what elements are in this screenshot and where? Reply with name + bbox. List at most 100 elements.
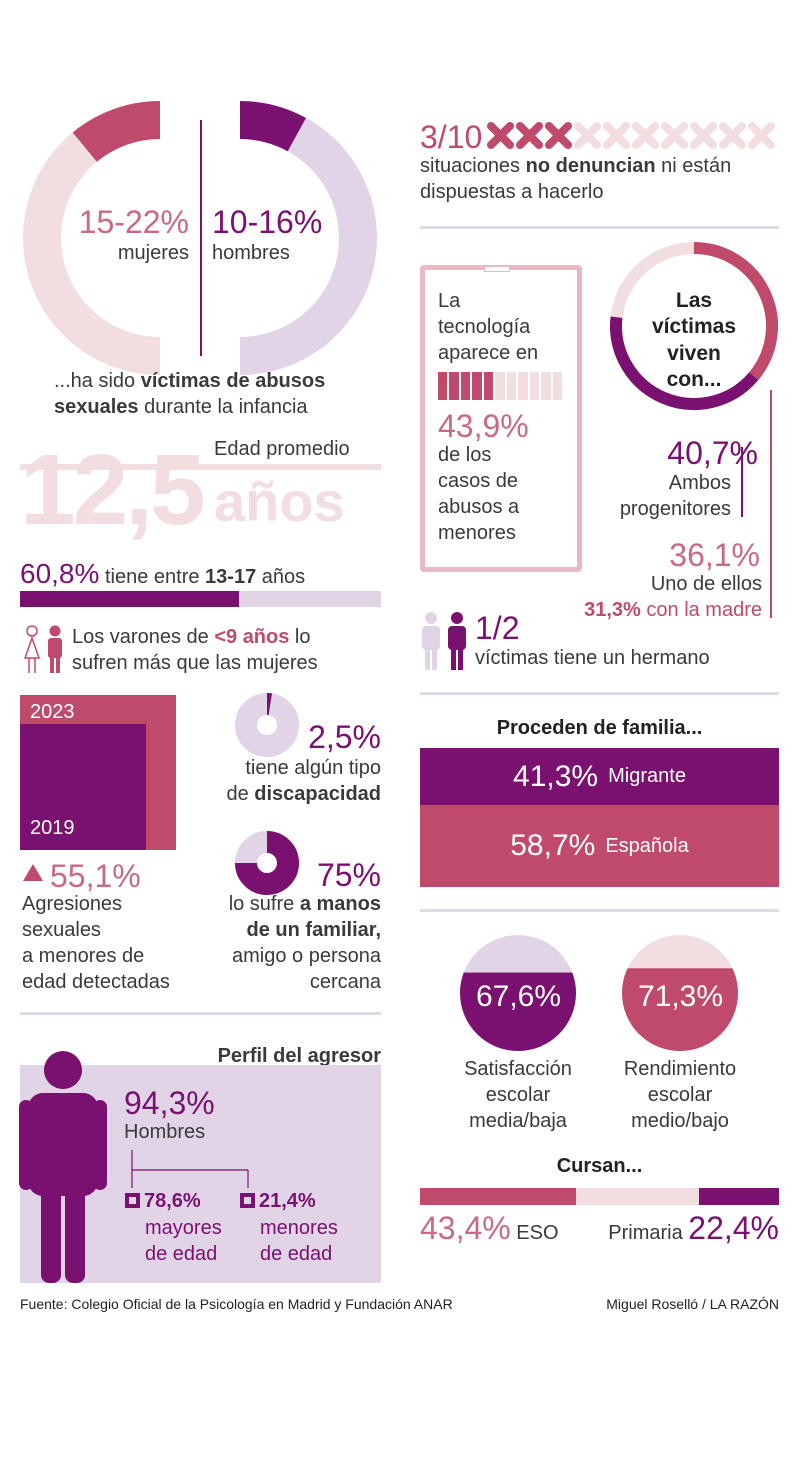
divider-right-3 [420,909,779,912]
years-pct: 55,1% [50,858,141,894]
sibling-icon-light [422,612,440,670]
abuse-caption: ...ha sido víctimas de abusos sexuales d… [54,370,326,418]
cursan-primaria: Primaria 22,4% [608,1210,779,1246]
satisfaction-pct: 67,6% [475,980,562,1013]
family-row-migrante: 41,3% Migrante [420,748,779,805]
tech-text2: de los casos de abusos a menores [438,444,520,544]
divider-right-2 [420,692,779,695]
women-pct: 15-22% [78,204,189,240]
year-bottom: 2019 [30,817,75,839]
satisfaction-label: Satisfacción escolar media/baja [464,1058,572,1132]
familiar-text: lo sufre a manos de un familiar, amigo o… [228,893,381,993]
sibling-icon-dark [448,612,466,670]
cursan-primaria-fill [698,1188,779,1205]
report-fraction: 3/10 [420,119,483,155]
adults-label: mayores de edad [145,1217,222,1265]
cursan-eso: 43,4% ESO [420,1210,559,1246]
x-mark-icon [603,122,630,149]
report-marks [487,122,777,154]
x-mark-icon [516,122,543,149]
family-title: Proceden de familia... [496,717,703,739]
tech-bar-segment [552,372,562,400]
men-label: hombres [212,242,290,264]
x-mark-icon [748,122,775,149]
footer-source: Fuente: Colegio Oficial de la Psicología… [20,1296,453,1312]
x-mark-icon [632,122,659,149]
age-underline [20,464,381,470]
phone-notch [484,266,510,272]
tech-bar-segment [518,372,528,400]
age-range-bar-fill [20,591,240,607]
men-arc [239,101,306,152]
aggressor-pct: 94,3% [124,1085,215,1121]
minors-label: menores de edad [260,1217,338,1265]
boy-icon [48,625,62,673]
age-unit: años [214,470,345,533]
tech-bar-segment [472,372,482,400]
familiar-donut [235,831,299,895]
divider-right-1 [420,226,779,229]
boys-text: Los varones de <9 años lo sufren más que… [72,626,318,674]
x-mark-icon [487,122,514,149]
tech-bar-segment [438,372,448,400]
tech-bar-segment [541,372,551,400]
one-line [770,390,772,618]
tech-bar [438,372,562,400]
sibling-label: víctimas tiene un hermano [475,647,710,669]
girl-icon [23,625,41,673]
report-text: situaciones no denuncian ni están dispue… [420,155,732,203]
footer-credit: Miguel Roselló / LA RAZÓN [606,1296,779,1312]
aggressor-connector [131,1150,249,1188]
age-label: Edad promedio [214,438,350,460]
tech-pct: 43,9% [438,408,529,444]
sibling-pct: 1/2 [475,610,520,646]
tech-bar-segment [460,372,471,400]
cursan-title: Cursan... [556,1155,643,1177]
x-mark-icon [690,122,717,149]
tech-bar-segment [483,372,494,400]
adults-pct: 78,6% [144,1190,201,1212]
minors-pct: 21,4% [259,1190,316,1212]
minors-marker-icon [240,1193,255,1208]
x-mark-icon [574,122,601,149]
disability-pct: 2,5% [308,719,381,755]
age-value: 12,5 [20,434,206,546]
live-title: Las víctimas viven con... [651,289,737,391]
divider-left [20,1012,381,1015]
age-range-text: 60,8% tiene entre 13-17 años [20,558,306,589]
women-arc [72,101,161,163]
school-circles [460,935,738,1051]
mother-text: 31,3% con la madre [584,599,762,621]
men-pct: 10-16% [212,204,323,240]
cursan-eso-fill [420,1188,576,1205]
disability-text: tiene algún tipo de discapacidad [226,757,381,805]
aggressor-label: Hombres [124,1121,206,1143]
tech-bar-segment [529,372,540,400]
tech-bar-segment [506,372,517,400]
adults-marker-icon [125,1193,140,1208]
disability-donut [235,693,299,757]
x-mark-icon [719,122,746,149]
x-mark-icon [545,122,572,149]
year-2019-square [20,724,146,850]
performance-pct: 71,3% [637,980,724,1013]
women-label: mujeres [117,242,189,264]
year-top: 2023 [30,701,75,723]
tech-bar-segment [495,372,505,400]
age-range-bar-track [20,591,381,607]
tech-bar-segment [449,372,459,400]
up-triangle-icon [23,864,43,881]
x-mark-icon [661,122,688,149]
family-row-espanola: 58,7% Española [420,805,779,887]
man-icon [19,1051,107,1283]
one-pct: 36,1% [669,537,760,573]
one-label: Uno de ellos [650,573,762,595]
familiar-pct: 75% [316,857,381,893]
performance-label: Rendimiento escolar medio/bajo [623,1058,737,1132]
women-semicircle-chart [23,101,377,375]
both-pct: 40,7% [667,435,758,471]
both-line [741,447,743,517]
both-label: Ambos progenitores [619,472,731,520]
aggressor-title: Perfil del agresor [217,1045,381,1067]
live-with-ring [610,242,778,410]
